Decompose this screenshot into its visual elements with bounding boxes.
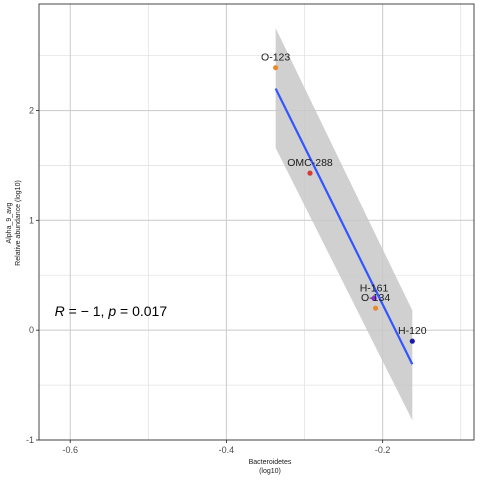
x-axis-title-line1: Bacteroidetes — [249, 459, 292, 466]
x-tick-label: -0.4 — [219, 445, 235, 455]
point-label: O-134 — [361, 292, 390, 304]
r-symbol: R — [55, 303, 65, 319]
panel-border — [38, 3, 475, 441]
point-label: OMC-288 — [287, 157, 333, 169]
axes: -0.6 -0.4 -0.2 -1 0 1 2 — [26, 3, 475, 455]
minor-grid — [39, 4, 474, 440]
correlation-annotation: R = − 1, p = 0.017 — [55, 303, 168, 319]
x-axis-title-line2: (log10) — [259, 468, 281, 475]
data-point — [409, 338, 415, 344]
data-point — [273, 65, 279, 71]
x-tick-label: -0.6 — [62, 445, 78, 455]
data-point — [371, 295, 377, 301]
data-point — [372, 305, 379, 311]
regression-line-group — [274, 88, 414, 365]
data-point — [307, 170, 313, 176]
r-value: = − 1, — [65, 303, 109, 319]
y-tick-label: 0 — [29, 325, 34, 335]
y-axis-title-line2: Relative abundance (log10) — [15, 180, 22, 266]
y-tick-label: 1 — [29, 215, 34, 225]
data-points — [273, 65, 415, 344]
regression-line — [274, 88, 414, 365]
point-label: H-161 — [360, 282, 389, 294]
y-tick-label: 2 — [29, 106, 34, 116]
y-tick-label: -1 — [26, 435, 34, 445]
x-tick-label: -0.2 — [375, 445, 391, 455]
p-symbol: p — [107, 303, 116, 319]
point-label: O-123 — [261, 52, 290, 64]
point-label: H-120 — [398, 325, 427, 337]
p-value: = 0.017 — [116, 303, 167, 319]
y-axis-title-line1: Alpha_9_avg — [6, 202, 13, 243]
